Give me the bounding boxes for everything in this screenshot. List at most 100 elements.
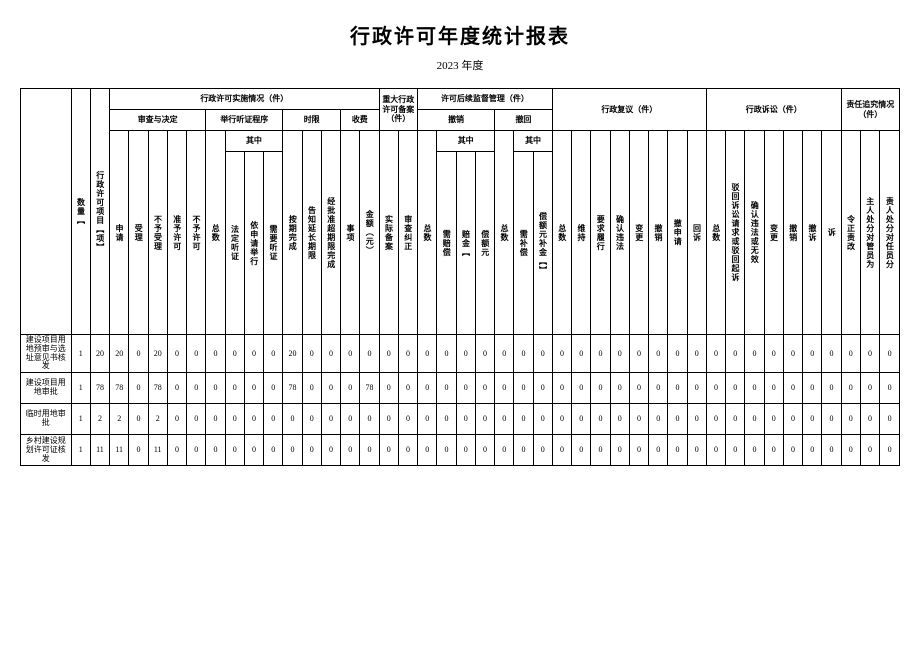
data-cell: 0 — [437, 404, 456, 435]
data-cell: 0 — [726, 435, 745, 466]
data-cell: 0 — [321, 335, 340, 373]
col-header: 经批准超期限完成 — [321, 131, 340, 335]
data-cell: 0 — [726, 335, 745, 373]
data-cell: 0 — [649, 373, 668, 404]
data-cell: 0 — [437, 335, 456, 373]
data-cell: 0 — [379, 373, 398, 404]
col-header: 实际备案 — [379, 131, 398, 335]
data-cell: 0 — [783, 404, 802, 435]
data-cell: 0 — [302, 335, 321, 373]
data-cell: 0 — [167, 335, 186, 373]
data-cell: 0 — [187, 435, 206, 466]
data-cell: 20 — [90, 335, 109, 373]
data-cell: 0 — [841, 435, 860, 466]
data-cell: 0 — [822, 335, 841, 373]
data-cell: 0 — [129, 335, 148, 373]
data-cell: 0 — [244, 435, 263, 466]
table-row: 建设项目用地审批17878078000000780007800000000000… — [21, 373, 900, 404]
data-cell: 0 — [495, 373, 514, 404]
data-cell: 0 — [341, 435, 360, 466]
col-header: 令正责改 — [841, 131, 860, 335]
data-cell: 0 — [860, 373, 879, 404]
col-header: 撤销 — [649, 131, 668, 335]
data-cell: 0 — [264, 404, 283, 435]
data-cell: 0 — [783, 335, 802, 373]
data-cell: 0 — [552, 335, 571, 373]
col-header: 确认违法 — [610, 131, 629, 335]
data-cell: 0 — [610, 404, 629, 435]
data-cell: 0 — [880, 335, 900, 373]
data-cell: 0 — [668, 435, 687, 466]
data-cell: 0 — [860, 435, 879, 466]
sub-revoke: 撤销 — [418, 110, 495, 131]
data-cell: 0 — [745, 373, 764, 404]
table-row: 乡村建设规划许可证核发11111011000000000000000000000… — [21, 435, 900, 466]
sub-hearing: 举行听证程序 — [206, 110, 283, 131]
data-cell: 0 — [687, 335, 706, 373]
data-cell: 0 — [783, 373, 802, 404]
data-cell: 0 — [187, 373, 206, 404]
data-cell: 0 — [668, 373, 687, 404]
data-cell: 11 — [148, 435, 167, 466]
data-cell: 0 — [591, 435, 610, 466]
col-header: 不予受理 — [148, 131, 167, 335]
data-cell: 0 — [360, 435, 379, 466]
data-cell: 0 — [167, 404, 186, 435]
data-cell: 0 — [341, 373, 360, 404]
data-cell: 0 — [418, 435, 437, 466]
data-cell: 0 — [360, 335, 379, 373]
data-cell: 0 — [302, 373, 321, 404]
data-cell: 0 — [475, 435, 494, 466]
data-cell: 0 — [379, 335, 398, 373]
data-cell: 0 — [629, 435, 648, 466]
sub-withdraw: 撤回 — [495, 110, 553, 131]
data-cell: 0 — [129, 373, 148, 404]
col-header: 责人处分对任员分 — [880, 131, 900, 335]
data-cell: 0 — [764, 373, 783, 404]
data-cell: 11 — [90, 435, 109, 466]
sub-fee: 收费 — [341, 110, 380, 131]
data-cell: 2 — [90, 404, 109, 435]
data-cell: 0 — [591, 335, 610, 373]
group-supervise: 许可后续监督管理（件） — [418, 89, 553, 110]
data-cell: 0 — [745, 435, 764, 466]
data-cell: 0 — [687, 435, 706, 466]
table-row: 临时用地审批1220200000000000000000000000000000… — [21, 404, 900, 435]
data-cell: 0 — [629, 404, 648, 435]
data-cell: 0 — [514, 404, 533, 435]
data-cell: 0 — [264, 373, 283, 404]
table-row: 建设项目用地预审与选址意见书核发120200200000002000000000… — [21, 335, 900, 373]
header-row-1: 数量【 行政许可项目【项】 行政许可实施情况（件） 重大行政许可备案（件） 许可… — [21, 89, 900, 110]
data-cell: 0 — [495, 404, 514, 435]
data-cell: 0 — [822, 404, 841, 435]
data-cell: 0 — [321, 404, 340, 435]
data-cell: 0 — [514, 435, 533, 466]
data-cell: 0 — [206, 373, 225, 404]
col-header: 诉 — [822, 131, 841, 335]
data-cell: 0 — [629, 335, 648, 373]
data-cell: 0 — [803, 404, 822, 435]
col-header: 偿额元 — [475, 152, 494, 335]
data-cell: 0 — [649, 435, 668, 466]
col-header: 变更 — [629, 131, 648, 335]
data-cell: 0 — [437, 435, 456, 466]
data-cell: 0 — [283, 435, 302, 466]
group-impl: 行政许可实施情况（件） — [110, 89, 380, 110]
col-header: 按期完成 — [283, 131, 302, 335]
data-cell: 0 — [398, 373, 417, 404]
data-cell: 0 — [764, 335, 783, 373]
data-cell: 0 — [321, 373, 340, 404]
col-header: 行政许可项目【项】 — [90, 89, 109, 335]
data-cell: 78 — [90, 373, 109, 404]
data-cell: 0 — [533, 435, 552, 466]
data-cell: 20 — [148, 335, 167, 373]
data-cell: 0 — [841, 335, 860, 373]
col-header: 需赔偿 — [437, 152, 456, 335]
data-cell: 0 — [206, 404, 225, 435]
data-cell: 0 — [668, 335, 687, 373]
header-row-3: 申请 受理 不予受理 准予许可 不予许可 总数 其中 按期完成 告知延长期限 经… — [21, 131, 900, 152]
data-cell: 0 — [321, 435, 340, 466]
data-cell: 0 — [129, 404, 148, 435]
data-cell: 0 — [206, 435, 225, 466]
data-cell: 78 — [360, 373, 379, 404]
